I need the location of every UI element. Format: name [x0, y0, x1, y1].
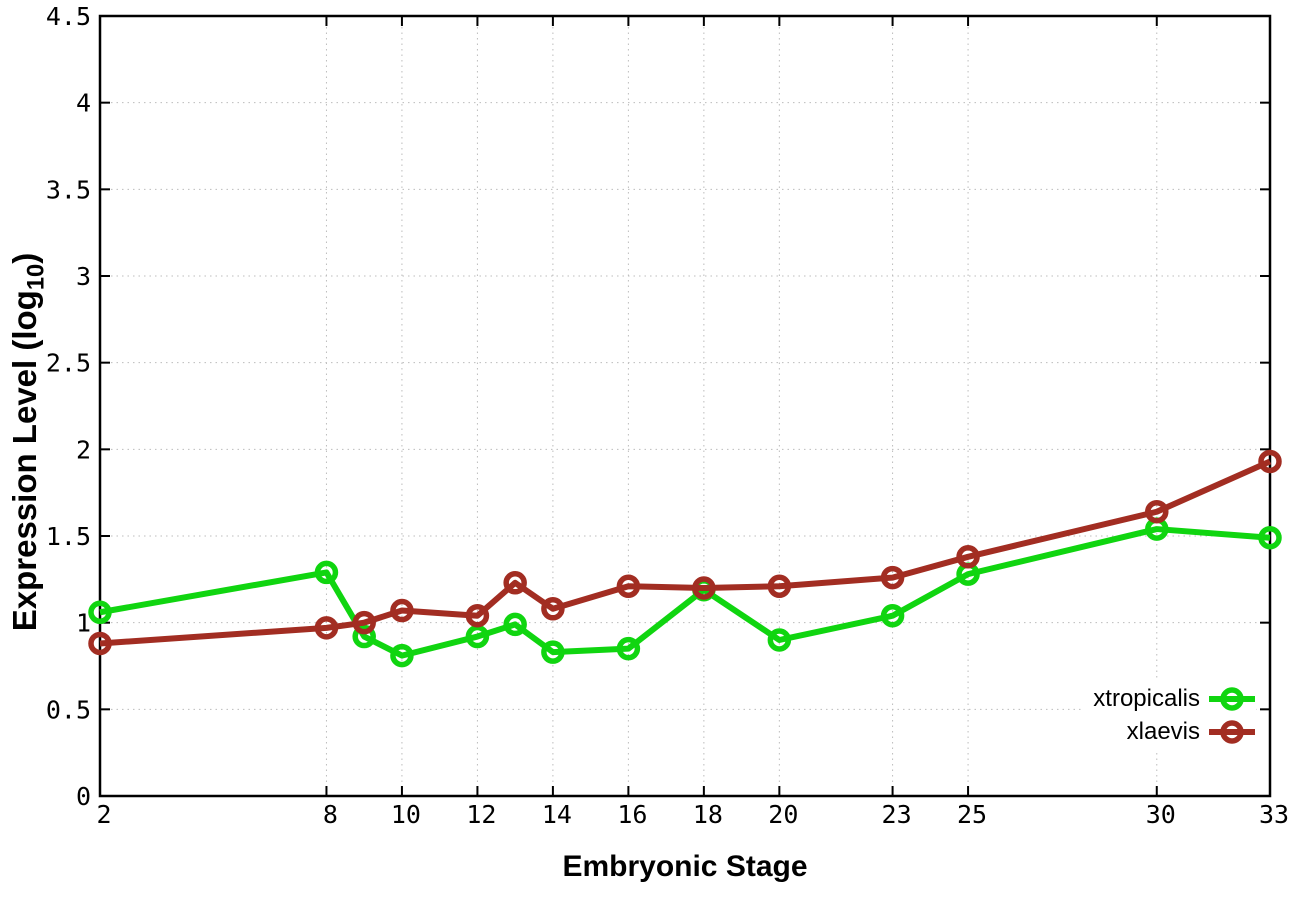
- x-tick-label: 30: [1146, 800, 1176, 829]
- data-point-xtropicalis: [503, 612, 527, 637]
- data-point-xtropicalis: [767, 628, 792, 652]
- y-tick-label: 1: [76, 609, 91, 638]
- data-point-xlaevis: [390, 598, 414, 623]
- data-point-xlaevis: [692, 576, 716, 600]
- y-tick-label: 1.5: [46, 522, 91, 551]
- data-point-xtropicalis: [465, 624, 490, 649]
- legend: xtropicalis xlaevis: [1083, 681, 1256, 749]
- data-point-xlaevis: [503, 571, 527, 595]
- y-tick-label: 0: [76, 782, 91, 811]
- data-point-xtropicalis: [390, 643, 414, 668]
- legend-marker-xtropicalis: [1209, 686, 1255, 711]
- y-axis-title-suffix: ): [6, 252, 43, 264]
- series-line-xlaevis: [99, 458, 1272, 647]
- legend-label-xtropicalis: xtropicalis: [1093, 684, 1200, 712]
- series-xtropicalis: [88, 517, 1282, 668]
- y-tick-label: 3: [76, 262, 91, 291]
- legend-label-xlaevis: xlaevis: [1126, 717, 1200, 745]
- x-tick-label: 10: [391, 800, 421, 829]
- data-point-xtropicalis: [541, 640, 565, 664]
- data-point-xlaevis: [1145, 499, 1169, 524]
- y-tick-label: 2.5: [46, 349, 91, 378]
- data-point-xlaevis: [956, 545, 980, 569]
- x-axis-title: Embryonic Stage: [562, 850, 808, 883]
- x-tick-label: 18: [693, 800, 723, 829]
- y-tick-label: 3.5: [46, 175, 91, 204]
- y-tick-label: 2: [76, 435, 91, 464]
- data-point-xlaevis: [880, 565, 905, 590]
- x-tick-label: 33: [1259, 800, 1289, 829]
- data-point-xtropicalis: [1258, 525, 1282, 550]
- y-tick-label: 4: [76, 89, 91, 118]
- legend-marker-xlaevis: [1209, 719, 1255, 744]
- y-tick-label: 4.5: [46, 2, 91, 31]
- x-tick-label: 8: [323, 800, 338, 829]
- data-point-xlaevis: [314, 616, 339, 640]
- x-tick-label: 20: [768, 800, 798, 829]
- data-point-xtropicalis: [88, 600, 112, 625]
- data-point-xlaevis: [767, 574, 792, 599]
- data-point-xtropicalis: [880, 603, 905, 628]
- y-axis-title-subscript: 10: [22, 263, 50, 291]
- x-tick-label: 16: [617, 800, 647, 829]
- data-point-xtropicalis: [616, 636, 641, 661]
- data-point-xlaevis: [616, 574, 641, 599]
- x-tick-label: 25: [957, 800, 987, 829]
- legend-item-xlaevis: xlaevis: [1093, 715, 1256, 748]
- y-axis-title: Expression Level (log10): [6, 167, 50, 717]
- data-point-xlaevis: [1258, 449, 1282, 474]
- x-tick-label: 2: [96, 800, 111, 829]
- y-axis-title-text: Expression Level (log: [6, 290, 43, 632]
- data-point-xtropicalis: [314, 560, 339, 585]
- data-point-xlaevis: [541, 597, 565, 621]
- data-point-xlaevis: [352, 610, 376, 635]
- x-tick-label: 23: [882, 800, 912, 829]
- x-tick-label: 14: [542, 800, 572, 829]
- legend-item-xtropicalis: xtropicalis: [1093, 682, 1256, 715]
- data-point-xlaevis: [88, 631, 112, 656]
- plot-border: [98, 14, 1272, 798]
- data-point-xlaevis: [465, 603, 490, 628]
- y-tick-label: 0.5: [46, 695, 91, 724]
- series-line-xtropicalis: [99, 526, 1271, 659]
- x-tick-label: 12: [466, 800, 496, 829]
- data-point-xtropicalis: [352, 624, 376, 649]
- series-xlaevis: [88, 449, 1282, 656]
